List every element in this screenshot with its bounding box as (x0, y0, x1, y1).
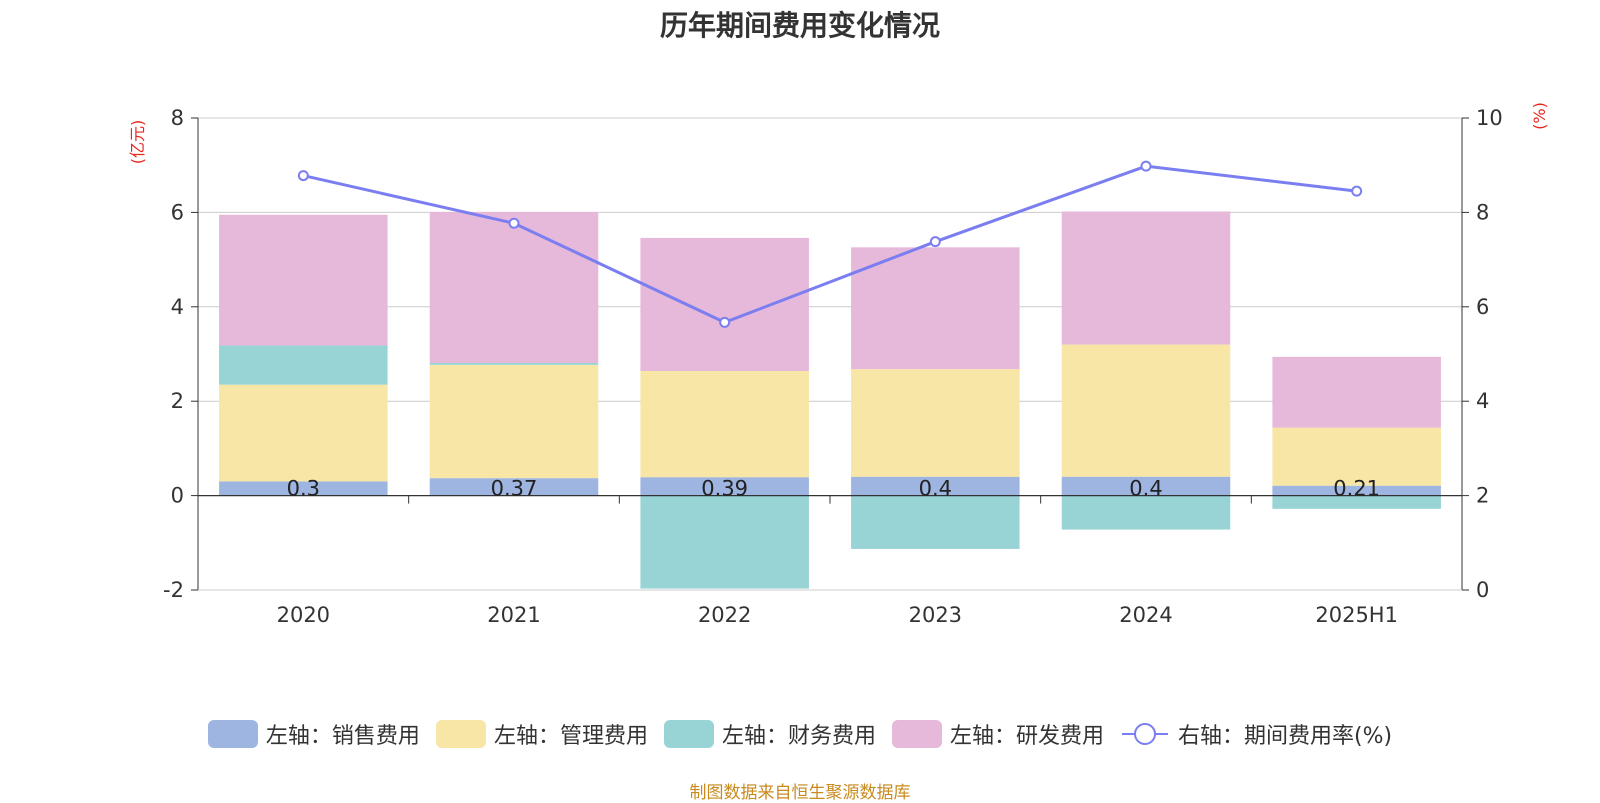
right-axis-unit: (%) (1530, 102, 1549, 130)
bar-2-2024 (1061, 344, 1231, 477)
bar-3-2020 (219, 345, 388, 385)
left-axis-tick-label: -2 (163, 578, 184, 602)
legend-item[interactable]: 左轴：财务费用 (663, 718, 876, 750)
rate-point-2025H1 (1351, 185, 1363, 197)
bar-3-2021 (429, 362, 599, 365)
legend-label: 左轴：财务费用 (721, 724, 876, 749)
legend-item[interactable]: 左轴：管理费用 (435, 718, 648, 750)
data-label: 0.4 (1129, 477, 1162, 501)
x-axis-tick-label: 2022 (698, 603, 751, 627)
x-axis-tick-label: 2021 (487, 603, 540, 627)
chart-title: 历年期间费用变化情况 (659, 9, 940, 42)
right-axis-tick-label: 4 (1476, 389, 1489, 413)
left-axis-unit: (亿元) (128, 120, 147, 165)
right-axis-tick-label: 10 (1476, 106, 1503, 130)
legend-swatch (435, 720, 486, 748)
bar-1-2020 (219, 481, 388, 496)
rate-point-2020 (297, 170, 309, 182)
bar-3-2022 (640, 495, 809, 589)
bar-4-2025H1 (1272, 356, 1441, 428)
x-axis-tick-label: 2024 (1119, 603, 1172, 627)
legend-swatch (207, 720, 258, 748)
bar-3-2023 (851, 495, 1020, 549)
left-axis-tick-label: 2 (171, 389, 184, 413)
rate-line (303, 164, 1357, 325)
left-axis-tick-label: 0 (171, 484, 184, 508)
legend-label: 右轴：期间费用率(%) (1177, 724, 1393, 749)
rate-point-2021 (508, 217, 520, 229)
data-label: 0.21 (1333, 477, 1380, 501)
legend-label: 左轴：销售费用 (265, 724, 420, 749)
legend-line-marker (1121, 723, 1168, 745)
bar-2-2023 (851, 369, 1020, 477)
right-axis-tick-label: 0 (1476, 578, 1489, 602)
legend-item[interactable]: 右轴：期间费用率(%) (1120, 718, 1392, 750)
left-axis-tick-label: 4 (171, 295, 184, 319)
rate-point-2022 (719, 316, 731, 328)
right-axis-tick-label: 6 (1476, 295, 1489, 319)
bar-4-2023 (851, 247, 1020, 370)
chart-canvas: -2 0 2 4 6 8 0 2 4 6 8 10 2020 2021 2022 2023 2024 2025H1… (128, 102, 1549, 627)
x-axis-tick-label: 2025H1 (1315, 603, 1398, 627)
bar-4-2020 (219, 214, 388, 346)
data-label: 0.39 (701, 477, 748, 501)
bar-1-2021 (429, 478, 599, 496)
legend-swatch (663, 720, 714, 748)
line-layer (297, 160, 1363, 328)
right-axis-tick-label: 2 (1476, 484, 1489, 508)
legend-label: 左轴：管理费用 (493, 724, 648, 749)
bar-2-2025H1 (1272, 427, 1441, 486)
right-axis-tick-label: 8 (1476, 200, 1489, 224)
bar-3-2024 (1061, 495, 1231, 530)
bar-2-2021 (429, 364, 599, 479)
bar-1-2023 (851, 476, 1020, 496)
left-axis-tick-label: 8 (171, 106, 184, 130)
x-axis-tick-label: 2023 (909, 603, 962, 627)
legend-item[interactable]: 左轴：销售费用 (207, 718, 420, 750)
axis-layer: -2 0 2 4 6 8 0 2 4 6 8 10 2020 2021 2022 2023 2024 2025H1… (128, 102, 1549, 627)
bar-1-2022 (640, 477, 809, 496)
rate-point-2024 (1140, 160, 1152, 172)
bar-4-2021 (429, 211, 599, 363)
left-axis-tick-label: 6 (171, 200, 184, 224)
bar-1-2024 (1061, 476, 1231, 496)
legend-item[interactable]: 左轴：研发费用 (891, 718, 1104, 750)
bar-layer (219, 211, 1441, 589)
bar-3-2025H1 (1272, 495, 1441, 509)
bar-1-2025H1 (1272, 485, 1441, 496)
data-label: 0.37 (491, 477, 538, 501)
legend-swatch (891, 720, 942, 748)
data-label: 0.4 (919, 477, 952, 501)
rate-point-2023 (929, 236, 941, 248)
bar-2-2022 (640, 370, 809, 478)
bar-2-2020 (219, 384, 388, 482)
x-axis-tick-label: 2020 (277, 603, 330, 627)
bar-4-2022 (640, 237, 809, 371)
data-label: 0.3 (287, 477, 320, 501)
legend-label: 左轴：研发费用 (949, 724, 1104, 749)
source-note: 制图数据来自恒生聚源数据库 (689, 783, 911, 803)
chart-legend: 左轴：销售费用 左轴：管理费用 左轴：财务费用 左轴：研发费用 右轴：期间费用率(%) (0, 718, 1600, 750)
bar-4-2024 (1061, 211, 1231, 345)
label-layer: 0.3 0.37 0.39 0.4 0.4 0.21 (287, 477, 1380, 501)
